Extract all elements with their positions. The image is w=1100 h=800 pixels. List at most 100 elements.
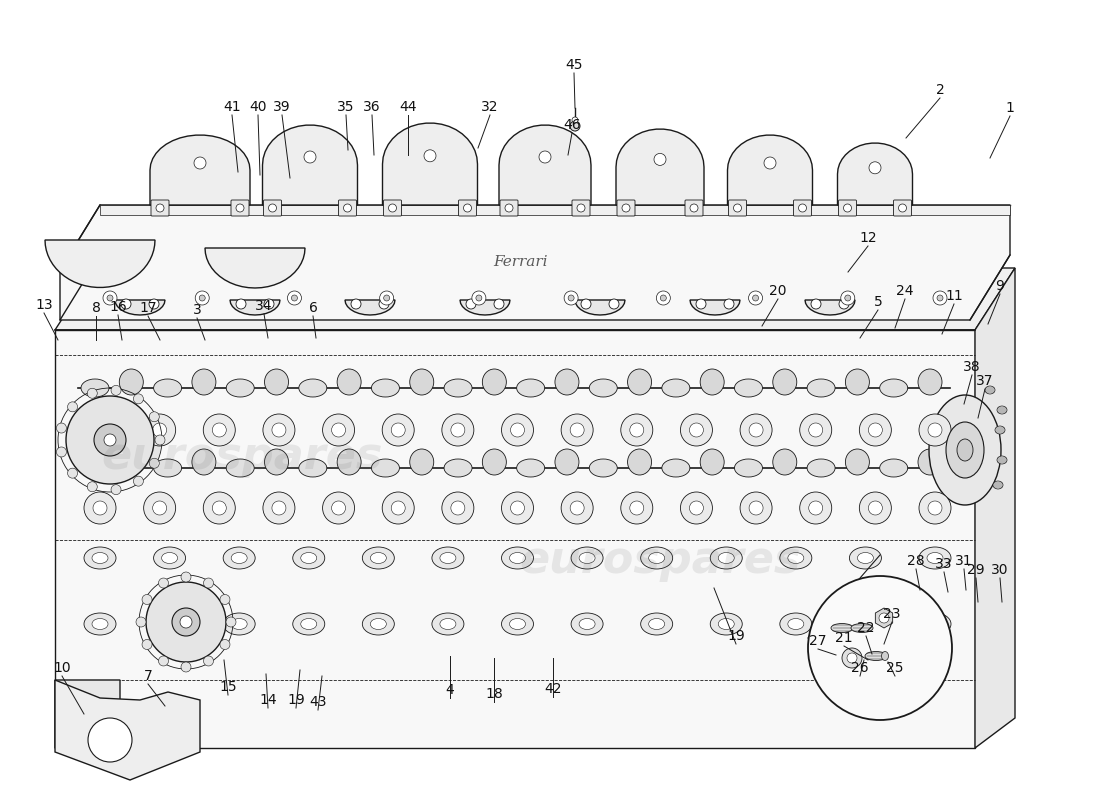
Circle shape	[561, 492, 593, 524]
Ellipse shape	[946, 422, 984, 478]
Circle shape	[182, 572, 191, 582]
Ellipse shape	[807, 379, 835, 397]
Ellipse shape	[880, 459, 907, 477]
Text: 41: 41	[223, 100, 241, 114]
Circle shape	[724, 299, 734, 309]
Ellipse shape	[846, 449, 869, 475]
Ellipse shape	[849, 547, 881, 569]
Circle shape	[158, 656, 168, 666]
Ellipse shape	[640, 547, 673, 569]
FancyBboxPatch shape	[572, 200, 590, 216]
Ellipse shape	[300, 553, 317, 563]
Text: 24: 24	[896, 284, 914, 298]
Circle shape	[799, 204, 806, 212]
Ellipse shape	[409, 369, 433, 395]
Ellipse shape	[918, 547, 952, 569]
Text: Ferrari: Ferrari	[493, 255, 548, 269]
Circle shape	[94, 423, 107, 437]
Ellipse shape	[880, 379, 907, 397]
Ellipse shape	[918, 449, 942, 475]
Polygon shape	[460, 300, 510, 315]
Ellipse shape	[735, 379, 762, 397]
Ellipse shape	[362, 613, 394, 635]
Ellipse shape	[372, 459, 399, 477]
Circle shape	[263, 492, 295, 524]
Ellipse shape	[927, 553, 943, 563]
Ellipse shape	[857, 553, 873, 563]
Circle shape	[384, 295, 389, 301]
Circle shape	[66, 396, 154, 484]
Circle shape	[740, 492, 772, 524]
Text: 29: 29	[967, 563, 984, 577]
Circle shape	[840, 291, 855, 305]
Text: 42: 42	[544, 682, 562, 696]
Ellipse shape	[300, 618, 317, 630]
Circle shape	[937, 295, 943, 301]
Circle shape	[272, 501, 286, 515]
Circle shape	[752, 295, 759, 301]
Ellipse shape	[482, 369, 506, 395]
Ellipse shape	[231, 618, 248, 630]
Circle shape	[734, 204, 741, 212]
Circle shape	[696, 299, 706, 309]
FancyBboxPatch shape	[500, 200, 518, 216]
Circle shape	[681, 414, 713, 446]
Text: 20: 20	[769, 284, 786, 298]
Ellipse shape	[993, 481, 1003, 489]
Circle shape	[172, 608, 200, 636]
Circle shape	[204, 656, 213, 666]
Ellipse shape	[154, 459, 182, 477]
Circle shape	[539, 151, 551, 163]
Circle shape	[87, 388, 97, 398]
Circle shape	[928, 423, 942, 437]
Ellipse shape	[571, 613, 603, 635]
Circle shape	[204, 414, 235, 446]
Circle shape	[107, 295, 113, 301]
Ellipse shape	[571, 547, 603, 569]
Text: 11: 11	[945, 289, 962, 303]
Ellipse shape	[371, 618, 386, 630]
FancyBboxPatch shape	[617, 200, 635, 216]
Text: 15: 15	[219, 680, 236, 694]
Circle shape	[660, 295, 667, 301]
Text: 36: 36	[363, 100, 381, 114]
Ellipse shape	[865, 651, 887, 661]
Circle shape	[800, 414, 832, 446]
Polygon shape	[690, 300, 740, 315]
Ellipse shape	[299, 459, 327, 477]
Ellipse shape	[444, 379, 472, 397]
Circle shape	[56, 423, 66, 433]
Ellipse shape	[191, 449, 216, 475]
Ellipse shape	[264, 449, 288, 475]
FancyBboxPatch shape	[793, 200, 812, 216]
Circle shape	[204, 578, 213, 588]
Text: 33: 33	[935, 557, 953, 571]
Circle shape	[264, 299, 274, 309]
Circle shape	[570, 501, 584, 515]
Circle shape	[87, 482, 97, 492]
Text: 40: 40	[250, 100, 266, 114]
Circle shape	[690, 501, 703, 515]
Circle shape	[153, 423, 166, 437]
Circle shape	[868, 501, 882, 515]
Ellipse shape	[81, 459, 109, 477]
Ellipse shape	[444, 459, 472, 477]
Circle shape	[263, 414, 295, 446]
Ellipse shape	[649, 618, 664, 630]
Polygon shape	[345, 300, 395, 315]
Text: 37: 37	[977, 374, 993, 388]
Text: 16: 16	[109, 300, 126, 314]
Polygon shape	[616, 129, 704, 205]
Circle shape	[104, 434, 116, 446]
Ellipse shape	[440, 618, 455, 630]
Ellipse shape	[718, 553, 735, 563]
Ellipse shape	[299, 379, 327, 397]
Ellipse shape	[337, 449, 361, 475]
Text: 18: 18	[485, 687, 503, 701]
Circle shape	[156, 204, 164, 212]
Ellipse shape	[502, 613, 534, 635]
Circle shape	[392, 423, 405, 437]
Ellipse shape	[711, 547, 742, 569]
Ellipse shape	[440, 553, 455, 563]
Ellipse shape	[628, 449, 651, 475]
